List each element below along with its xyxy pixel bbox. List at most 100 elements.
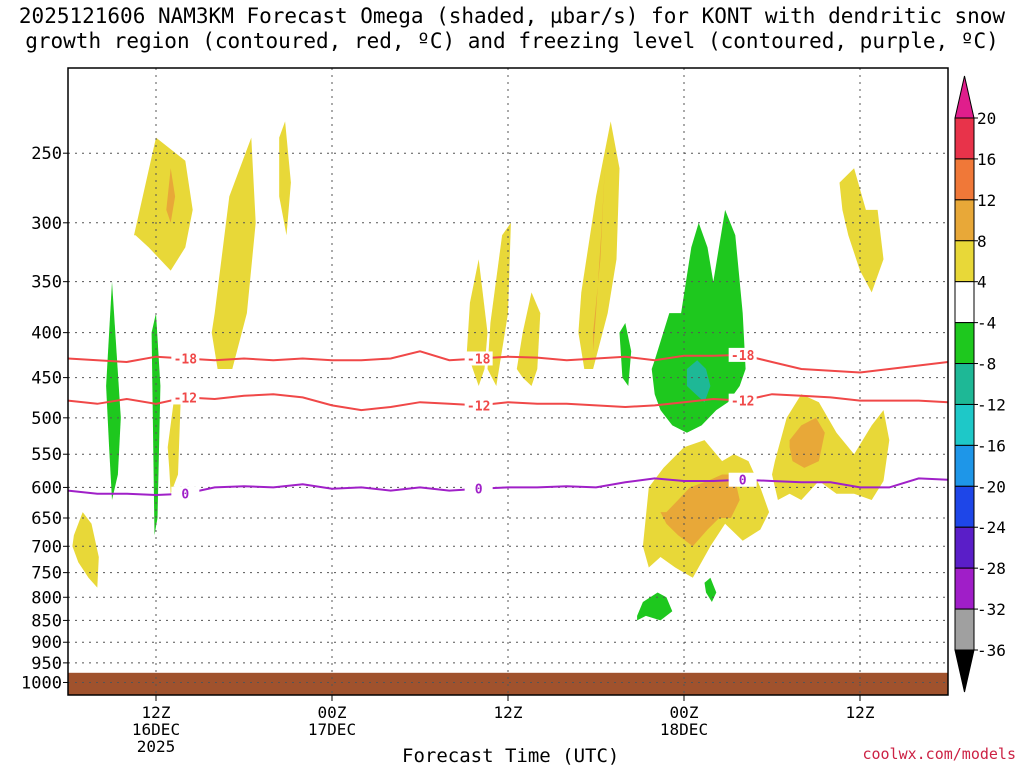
x-axis-label: Forecast Time (UTC) bbox=[402, 745, 620, 767]
colorbar-segment bbox=[954, 444, 975, 487]
x-tick-label: 2025 bbox=[137, 737, 176, 756]
y-tick-label: 400 bbox=[31, 324, 62, 344]
omega-region bbox=[710, 481, 731, 500]
x-tick-label: 00Z bbox=[670, 703, 699, 722]
contour-label-bg bbox=[728, 472, 757, 487]
colorbar-label: -8 bbox=[977, 355, 996, 374]
omega-region bbox=[279, 121, 291, 236]
x-tick-label: 18DEC bbox=[660, 720, 708, 739]
y-tick-label: 800 bbox=[31, 588, 62, 608]
terrain-band bbox=[68, 672, 948, 695]
contour-label: 0 bbox=[181, 488, 189, 503]
colorbar-label: -36 bbox=[977, 641, 1006, 660]
colorbar-segment bbox=[954, 363, 975, 405]
contour-label-bg bbox=[464, 398, 493, 413]
omega-region bbox=[593, 168, 605, 352]
omega-region bbox=[487, 222, 511, 386]
contour-label-bg bbox=[464, 351, 493, 366]
colorbar-label: -20 bbox=[977, 477, 1006, 496]
omega-region bbox=[686, 360, 711, 403]
y-tick-label: 600 bbox=[31, 478, 62, 498]
chart-title: 2025121606 NAM3KM Forecast Omega (shaded… bbox=[0, 4, 1024, 54]
y-tick-label: 1000 bbox=[21, 673, 62, 693]
y-tick-label: 350 bbox=[31, 273, 62, 293]
colorbar-bottom-arrow bbox=[954, 649, 975, 693]
contour-label-bg bbox=[171, 351, 200, 366]
y-tick-label: 950 bbox=[31, 654, 62, 674]
title-line-1: 2025121606 NAM3KM Forecast Omega (shaded… bbox=[18, 4, 1006, 28]
contour-label: -12 bbox=[174, 391, 197, 406]
omega-region bbox=[167, 394, 181, 494]
colorbar-segment bbox=[954, 567, 975, 610]
contour-label-bg bbox=[728, 347, 757, 362]
contour-label: -18 bbox=[731, 349, 755, 364]
y-tick-label: 250 bbox=[31, 144, 62, 164]
colorbar-label: -32 bbox=[977, 600, 1006, 619]
x-tick-label: 00Z bbox=[318, 703, 347, 722]
x-tick-label: 16DEC bbox=[132, 720, 180, 739]
contour-label-bg bbox=[171, 486, 200, 501]
y-tick-label: 750 bbox=[31, 564, 62, 584]
omega-region bbox=[72, 512, 99, 588]
colorbar-segment bbox=[954, 199, 975, 242]
colorbar-segment bbox=[954, 240, 975, 283]
colorbar-label: 16 bbox=[977, 150, 996, 169]
colorbar-segment bbox=[954, 526, 975, 569]
colorbar-label: 8 bbox=[977, 232, 987, 251]
y-tick-label: 550 bbox=[31, 445, 62, 465]
colorbar-segment bbox=[954, 485, 975, 528]
y-tick-label: 450 bbox=[31, 369, 62, 389]
omega-region bbox=[166, 168, 176, 223]
y-tick-label: 900 bbox=[31, 633, 62, 653]
colorbar-segment bbox=[954, 117, 975, 160]
colorbar-label: 20 bbox=[977, 109, 996, 128]
y-tick-label: 850 bbox=[31, 611, 62, 631]
colorbar-segment bbox=[954, 281, 975, 324]
contour-line bbox=[67, 477, 949, 497]
contour-label-bg bbox=[728, 393, 757, 408]
colorbar-segment bbox=[954, 158, 975, 201]
colorbar-segment bbox=[954, 403, 975, 446]
watermark: coolwx.com/models bbox=[862, 745, 1016, 763]
contour-line bbox=[67, 393, 949, 412]
contour-label: -12 bbox=[467, 399, 490, 414]
contour-label-bg bbox=[464, 481, 493, 496]
colorbar-label: -28 bbox=[977, 559, 1006, 578]
omega-region bbox=[651, 209, 746, 433]
omega-region bbox=[839, 168, 884, 293]
contour-label: 0 bbox=[739, 474, 747, 489]
colorbar-label: -16 bbox=[977, 436, 1006, 455]
omega-region bbox=[134, 137, 193, 271]
colorbar-label: -4 bbox=[977, 314, 996, 333]
contour-line bbox=[67, 350, 949, 374]
omega-region bbox=[211, 137, 256, 369]
colorbar-label: -12 bbox=[977, 395, 1006, 414]
y-tick-label: 500 bbox=[31, 409, 62, 429]
omega-region bbox=[516, 292, 541, 386]
colorbar-label: -24 bbox=[977, 518, 1006, 537]
colorbar-label: 4 bbox=[977, 273, 987, 292]
omega-region bbox=[619, 323, 632, 386]
colorbar-top-arrow bbox=[954, 75, 975, 119]
omega-region bbox=[637, 592, 673, 621]
colorbar-label: 12 bbox=[977, 191, 996, 210]
x-tick-label: 12Z bbox=[142, 703, 171, 722]
contour-label-bg bbox=[171, 390, 200, 405]
colorbar-segment bbox=[954, 322, 975, 365]
contour-label: 0 bbox=[475, 483, 483, 498]
x-tick-label: 17DEC bbox=[308, 720, 356, 739]
omega-region bbox=[106, 281, 121, 500]
omega-region bbox=[789, 417, 825, 468]
contour-label: -12 bbox=[731, 395, 754, 410]
y-tick-label: 650 bbox=[31, 509, 62, 529]
colorbar-segment bbox=[954, 608, 975, 651]
omega-region bbox=[772, 394, 890, 500]
contour-label: -18 bbox=[467, 352, 491, 367]
title-line-2: growth region (contoured, red, ºC) and f… bbox=[25, 29, 999, 53]
x-tick-label: 12Z bbox=[494, 703, 523, 722]
omega-region bbox=[151, 313, 161, 536]
y-tick-label: 700 bbox=[31, 537, 62, 557]
contour-label: -18 bbox=[174, 352, 198, 367]
x-tick-label: 12Z bbox=[846, 703, 875, 722]
